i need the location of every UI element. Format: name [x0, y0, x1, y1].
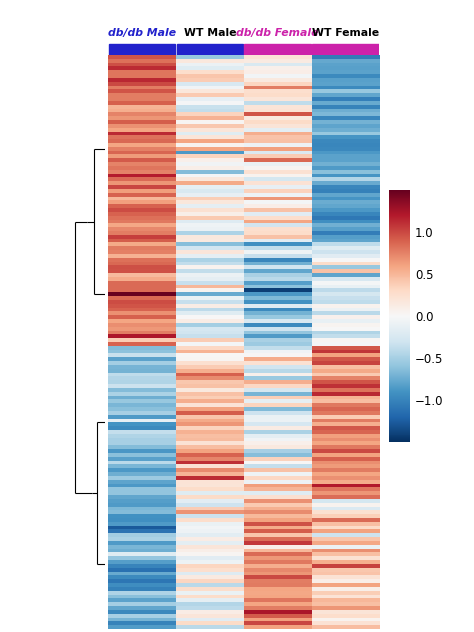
Text: db/db Male: db/db Male [108, 28, 176, 38]
Bar [312, 44, 379, 56]
Text: db/db Female: db/db Female [237, 28, 319, 38]
Bar [109, 44, 175, 56]
Bar [244, 44, 311, 56]
Text: WT Male: WT Male [183, 28, 236, 38]
Text: WT Female: WT Female [312, 28, 379, 38]
Bar [177, 44, 243, 56]
